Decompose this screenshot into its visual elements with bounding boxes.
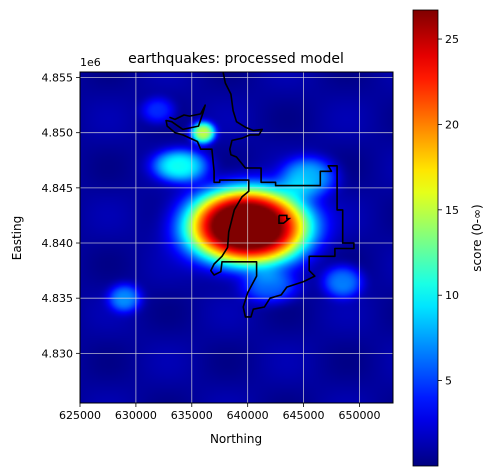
city-boundary-line (165, 72, 355, 318)
y-tick-label: 4.845 (42, 182, 74, 195)
y-tick-label: 4.850 (42, 127, 74, 140)
boundary-islet-line (278, 214, 292, 224)
plot-frame (79, 71, 394, 404)
x-tick-label: 625000 (59, 409, 101, 422)
plot-area (79, 71, 394, 404)
chart-title: earthquakes: processed model (128, 51, 344, 67)
x-tick-label: 640000 (227, 409, 269, 422)
colorbar-ticks: 5 10 15 20 25 (438, 33, 459, 388)
colorbar-tick-label: 25 (445, 33, 459, 46)
y-tick-label: 4.835 (42, 292, 74, 305)
y-tick-label: 4.830 (42, 347, 74, 360)
y-tick-label: 4.840 (42, 237, 74, 250)
colorbar-tick-label: 15 (445, 204, 459, 217)
x-tick-label: 635000 (171, 409, 213, 422)
heatmap-image (80, 72, 393, 403)
y-tick-label: 4.855 (42, 72, 74, 85)
colorbar-tick-label: 5 (445, 375, 452, 388)
colorbar-gradient (412, 9, 439, 467)
y-axis: 4.830 4.835 4.840 4.845 4.850 4.855 (42, 72, 80, 360)
x-tick-label: 630000 (115, 409, 157, 422)
boundary-outline (165, 72, 355, 318)
x-axis: 625000 630000 635000 640000 645000 650000 (59, 403, 380, 422)
grid-lines (80, 72, 393, 403)
y-offset-label: 1e6 (80, 56, 101, 69)
colorbar-label: score (0-∞) (470, 204, 484, 271)
colorbar: 5 10 15 20 25 score (0-∞) (412, 9, 484, 467)
y-axis-label: Easting (10, 216, 24, 260)
x-axis-label: Northing (210, 432, 262, 446)
colorbar-tick-label: 10 (445, 289, 459, 302)
x-tick-label: 650000 (338, 409, 380, 422)
x-tick-label: 645000 (283, 409, 325, 422)
colorbar-tick-label: 20 (445, 118, 459, 131)
